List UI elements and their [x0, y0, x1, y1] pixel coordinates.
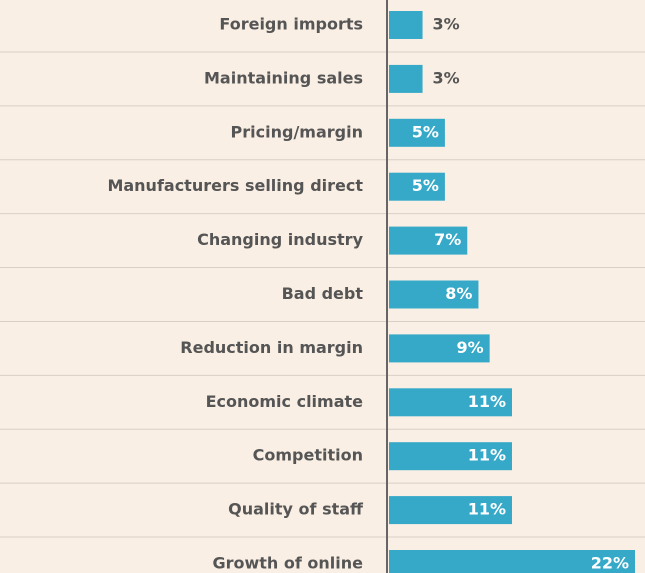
value-label: 7% [434, 230, 461, 249]
bar [389, 172, 445, 201]
value-label: 11% [468, 446, 506, 465]
value-label: 8% [445, 284, 472, 303]
category-label: Foreign imports [219, 15, 363, 34]
category-label: Pricing/margin [231, 122, 363, 141]
bar [389, 11, 423, 39]
category-label: Maintaining sales [204, 68, 363, 87]
category-label: Bad debt [282, 284, 364, 303]
value-label: 5% [412, 176, 439, 195]
category-label: Manufacturers selling direct [107, 176, 363, 195]
bar [389, 226, 468, 255]
category-label: Growth of online [212, 554, 363, 573]
category-label: Quality of staff [228, 500, 364, 519]
bar [389, 550, 635, 573]
category-label: Changing industry [197, 230, 363, 249]
value-label: 5% [412, 122, 439, 141]
category-label: Reduction in margin [180, 338, 363, 357]
value-label: 3% [433, 15, 460, 34]
category-label: Economic climate [206, 392, 364, 411]
bar [389, 442, 512, 471]
value-label: 22% [591, 554, 629, 573]
bar [389, 496, 512, 525]
bar [389, 334, 490, 363]
category-label: Competition [253, 446, 363, 465]
bar [389, 388, 512, 417]
value-label: 3% [433, 68, 460, 87]
value-label: 9% [456, 338, 483, 357]
bar [389, 64, 423, 93]
bar [389, 280, 479, 309]
value-label: 11% [468, 392, 506, 411]
value-label: 11% [468, 500, 506, 519]
bar [389, 118, 445, 147]
